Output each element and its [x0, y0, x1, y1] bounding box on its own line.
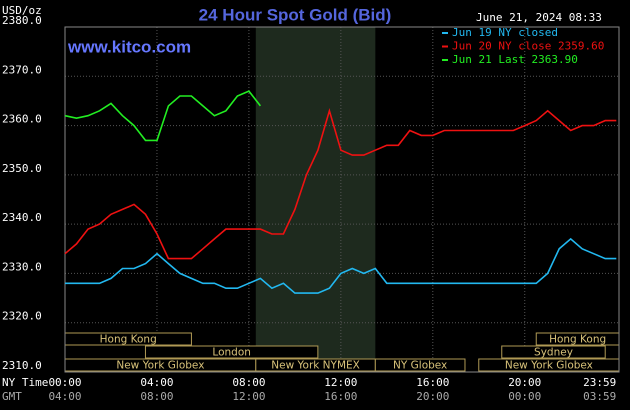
session-label: London [212, 347, 251, 359]
x2-tick-label: 03:59 [583, 390, 616, 403]
date-stamp: June 21, 2024 08:33 [476, 11, 602, 24]
x-axis-label: NY Time [2, 376, 48, 389]
y-tick-label: 2340.0 [2, 211, 42, 224]
chart-title: 24 Hour Spot Gold (Bid) [199, 5, 392, 24]
x-tick-label: 04:00 [140, 376, 173, 389]
session-box [144, 345, 319, 359]
session-label: Hong Kong [549, 334, 606, 346]
session-box [501, 345, 606, 359]
x-tick-label: 00:00 [48, 376, 81, 389]
session-label: NY Globex [393, 360, 447, 372]
x2-tick-label: 20:00 [416, 390, 449, 403]
session-label: Hong Kong [100, 334, 157, 346]
x-tick-label: 20:00 [508, 376, 541, 389]
session-box [374, 358, 466, 372]
x-tick-label: 23:59 [583, 376, 616, 389]
y-tick-label: 2330.0 [2, 260, 42, 273]
session-shade [255, 27, 376, 372]
y-tick-label: 2360.0 [2, 113, 42, 126]
series-line [65, 237, 617, 294]
session-label: New York NYMEX [271, 360, 360, 372]
series-line [64, 107, 617, 260]
x2-axis-label: GMT [2, 390, 22, 403]
x-tick-label: 12:00 [324, 376, 357, 389]
plot-frame [64, 26, 620, 373]
x-tick-label: 08:00 [232, 376, 265, 389]
source: www.kitco.com [67, 37, 191, 56]
legend-entry: Jun 21 Last 2363.90 [452, 53, 578, 66]
x2-tick-label: 04:00 [48, 390, 81, 403]
x2-tick-label: 08:00 [140, 390, 173, 403]
y-tick-label: 2370.0 [2, 63, 42, 76]
y-tick-label: 2350.0 [2, 162, 42, 175]
session-label: Sydney [534, 347, 573, 359]
series-line [64, 90, 262, 142]
y-axis-label: USD/oz [2, 4, 42, 17]
y-tick-label: 2380.0 [2, 14, 42, 27]
y-tick-label: 2320.0 [2, 310, 42, 323]
x2-tick-label: 12:00 [232, 390, 265, 403]
legend-entry: Jun 19 NY closed [452, 26, 558, 39]
legend-entry: Jun 20 NY close 2359.60 [452, 40, 604, 53]
x2-tick-label: 16:00 [324, 390, 357, 403]
x2-tick-label: 00:00 [508, 390, 541, 403]
y-tick-label: 2310.0 [2, 359, 42, 372]
session-label: New York Globex [116, 360, 204, 372]
session-label: New York Globex [505, 360, 593, 372]
x-tick-label: 16:00 [416, 376, 449, 389]
